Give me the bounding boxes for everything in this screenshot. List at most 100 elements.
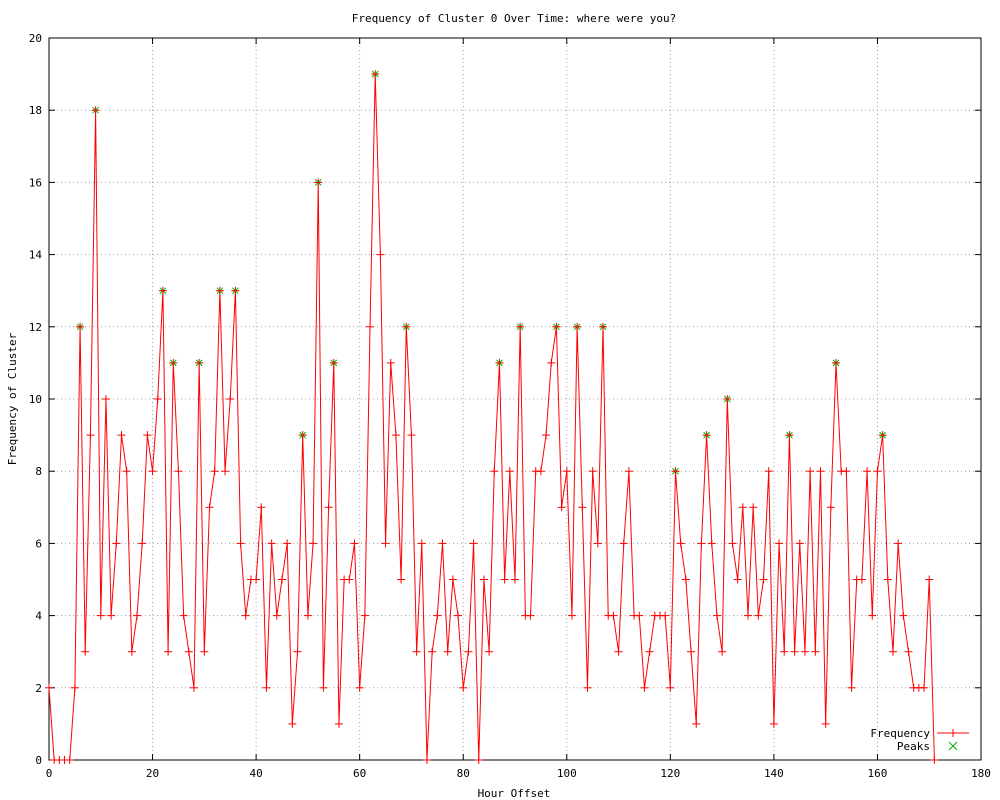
frequency-point	[681, 575, 690, 584]
frequency-point	[112, 539, 121, 548]
frequency-point	[894, 539, 903, 548]
y-tick-label: 6	[35, 537, 42, 550]
y-tick-label: 2	[35, 682, 42, 695]
frequency-point	[454, 611, 463, 620]
frequency-point	[448, 575, 457, 584]
frequency-point	[640, 683, 649, 692]
frequency-point	[873, 467, 882, 476]
frequency-point	[350, 539, 359, 548]
peaks-layer	[76, 70, 886, 475]
y-tick-label: 12	[29, 321, 42, 334]
frequency-point	[661, 611, 670, 620]
frequency-point	[189, 683, 198, 692]
frequency-point	[293, 647, 302, 656]
frequency-point	[101, 395, 110, 403]
frequency-point	[614, 647, 623, 656]
peak-point	[832, 359, 840, 367]
frequency-point	[707, 539, 716, 548]
frequency-point	[547, 358, 556, 367]
frequency-point	[241, 611, 250, 620]
frequency-point	[334, 719, 343, 728]
frequency-point	[479, 575, 488, 584]
chart-title: Frequency of Cluster 0 Over Time: where …	[352, 12, 677, 25]
frequency-point	[847, 683, 856, 692]
frequency-point	[567, 611, 576, 620]
frequency-point	[174, 467, 183, 476]
frequency-point	[324, 503, 333, 512]
frequency-point	[376, 250, 385, 259]
frequency-point	[511, 575, 519, 584]
x-tick-label: 80	[457, 767, 470, 780]
frequency-point	[904, 647, 913, 656]
peak-point	[672, 467, 679, 475]
y-tick-label: 14	[29, 249, 43, 262]
frequency-point	[542, 431, 551, 440]
frequency-point	[283, 539, 292, 548]
peak-point	[879, 431, 886, 439]
frequency-point	[842, 467, 851, 476]
frequency-point	[360, 611, 369, 620]
frequency-point	[122, 467, 131, 476]
ticks-layer: 0 20 40 60 80 100 120 140 160 180 0 2 4 6 8 10 12 14 16 18 2…	[29, 32, 991, 780]
frequency-point	[728, 539, 737, 548]
peak-point	[599, 323, 607, 331]
frequency-point	[676, 539, 685, 548]
x-tick-label: 180	[971, 767, 991, 780]
legend-label-peaks: Peaks	[897, 740, 930, 753]
x-tick-label: 0	[46, 767, 53, 780]
x-tick-label: 100	[557, 767, 577, 780]
frequency-point	[319, 683, 328, 692]
frequency-point	[883, 575, 892, 584]
frequency-point	[391, 431, 400, 440]
frequency-point	[257, 503, 266, 512]
y-tick-label: 18	[29, 104, 42, 117]
frequency-point	[127, 647, 136, 656]
peak-point	[553, 323, 560, 331]
frequency-point	[107, 611, 116, 620]
frequency-point	[490, 467, 499, 476]
frequency-point	[45, 683, 53, 692]
frequency-point	[712, 611, 721, 620]
frequency-point	[205, 503, 214, 512]
frequency-point	[355, 683, 364, 692]
frequency-point	[443, 647, 452, 656]
frequency-point	[407, 431, 416, 440]
x-axis-label: Hour Offset	[478, 787, 551, 800]
y-tick-label: 4	[35, 610, 42, 623]
frequency-point	[759, 575, 768, 584]
frequency-point	[536, 467, 545, 476]
frequency-point	[143, 431, 152, 440]
x-tick-label: 140	[764, 767, 784, 780]
frequency-point	[857, 575, 866, 584]
frequency-point	[780, 647, 789, 656]
frequency-point	[184, 647, 193, 656]
frequency-point	[578, 503, 587, 512]
frequency-point	[868, 611, 877, 620]
frequency-point	[81, 647, 90, 656]
frequency-point	[666, 683, 675, 692]
legend: Frequency Peaks	[870, 727, 969, 753]
y-tick-label: 10	[29, 393, 42, 406]
frequency-point	[749, 503, 758, 512]
peak-point	[371, 70, 379, 78]
frequency-point	[769, 719, 778, 728]
frequency-point	[795, 539, 804, 548]
frequency-point	[262, 683, 271, 692]
peak-point	[516, 323, 524, 331]
frequency-point	[200, 647, 209, 656]
frequency-point	[888, 647, 897, 656]
peak-point	[92, 106, 99, 114]
peak-point	[330, 359, 338, 367]
frequency-point	[459, 683, 468, 692]
frequency-point	[588, 467, 597, 476]
frequency-point	[775, 539, 784, 548]
x-tick-label: 160	[868, 767, 888, 780]
frequency-point	[821, 719, 830, 728]
frequency-point	[474, 756, 483, 764]
frequency-point	[811, 647, 820, 656]
frequency-point	[153, 395, 162, 403]
frequency-point	[221, 467, 230, 476]
frequency-point	[816, 467, 825, 476]
frequency-point	[86, 431, 95, 440]
peak-point	[723, 395, 731, 403]
